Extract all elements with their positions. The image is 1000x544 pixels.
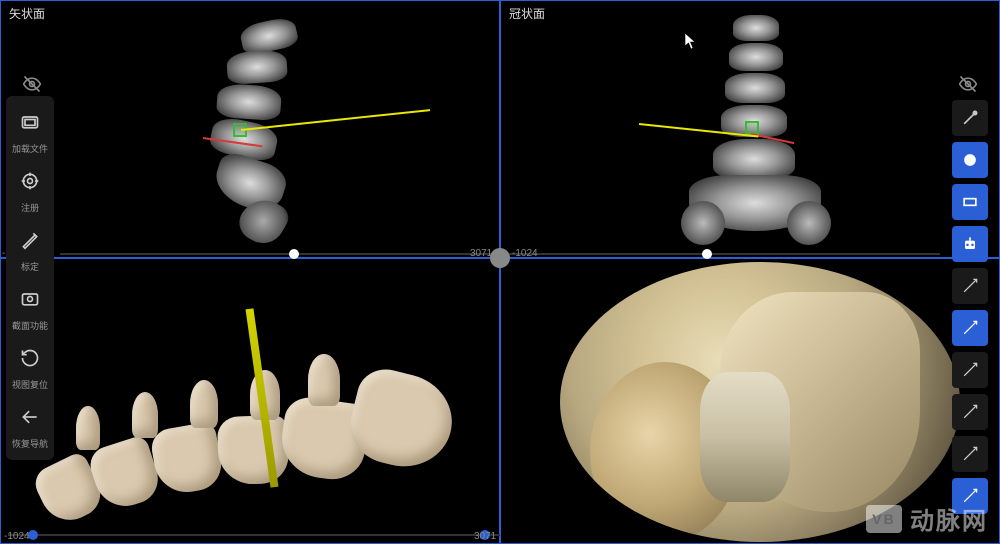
resume-nav-button[interactable] <box>12 399 48 435</box>
tool-needle5[interactable] <box>952 394 988 430</box>
register-label: 注册 <box>12 201 48 214</box>
watermark-text: 动脉网 <box>910 501 988 536</box>
endoscope-view <box>520 272 980 532</box>
tool-needle3[interactable] <box>952 310 988 346</box>
section-func-label: 截面功能 <box>12 319 48 332</box>
resume-nav-label: 恢复导航 <box>12 437 48 450</box>
pane-coronal[interactable]: 冠状面 <box>500 0 1000 258</box>
watermark: VB 动脉网 <box>866 501 988 536</box>
view-reset-button[interactable] <box>12 340 48 376</box>
visibility-toggle-right[interactable] <box>950 72 986 96</box>
register-button[interactable] <box>12 163 48 199</box>
section-func-button[interactable] <box>12 281 48 317</box>
calibrate-button[interactable] <box>12 222 48 258</box>
slider-min-top-right: -1024 <box>512 248 538 259</box>
slider-min-bottom: -1024 <box>4 531 30 542</box>
open-file-label: 加载文件 <box>12 142 48 155</box>
pane-title-coronal: 冠状面 <box>509 5 545 22</box>
tool-needle1[interactable] <box>952 100 988 136</box>
slider-max-top-left: 3071 <box>470 248 492 259</box>
window-slider-bottom[interactable] <box>8 534 500 536</box>
tool-needle4[interactable] <box>952 352 988 388</box>
calibrate-label: 标定 <box>12 260 48 273</box>
slider-max-bottom: 3071 <box>474 531 496 542</box>
right-toolbar <box>946 92 994 522</box>
pane-sagittal[interactable]: 矢状面 <box>0 0 500 258</box>
view-reset-label: 视图复位 <box>12 378 48 391</box>
visibility-toggle-left[interactable] <box>14 72 50 96</box>
center-divider-knob[interactable] <box>490 248 510 268</box>
bone-3d-model <box>20 290 460 510</box>
watermark-logo: VB <box>866 505 902 533</box>
tool-needle2[interactable] <box>952 268 988 304</box>
pane-title-sagittal: 矢状面 <box>9 5 45 22</box>
tool-robot[interactable] <box>952 226 988 262</box>
tool-sphere[interactable] <box>952 142 988 178</box>
mouse-cursor-icon <box>684 32 698 55</box>
left-toolbar: 加载文件 注册 标定 截面功能 视图复位 恢复导航 <box>6 96 54 460</box>
open-file-button[interactable] <box>12 104 48 140</box>
sagittal-image <box>141 21 401 241</box>
tool-frame[interactable] <box>952 184 988 220</box>
tool-needle6[interactable] <box>952 436 988 472</box>
